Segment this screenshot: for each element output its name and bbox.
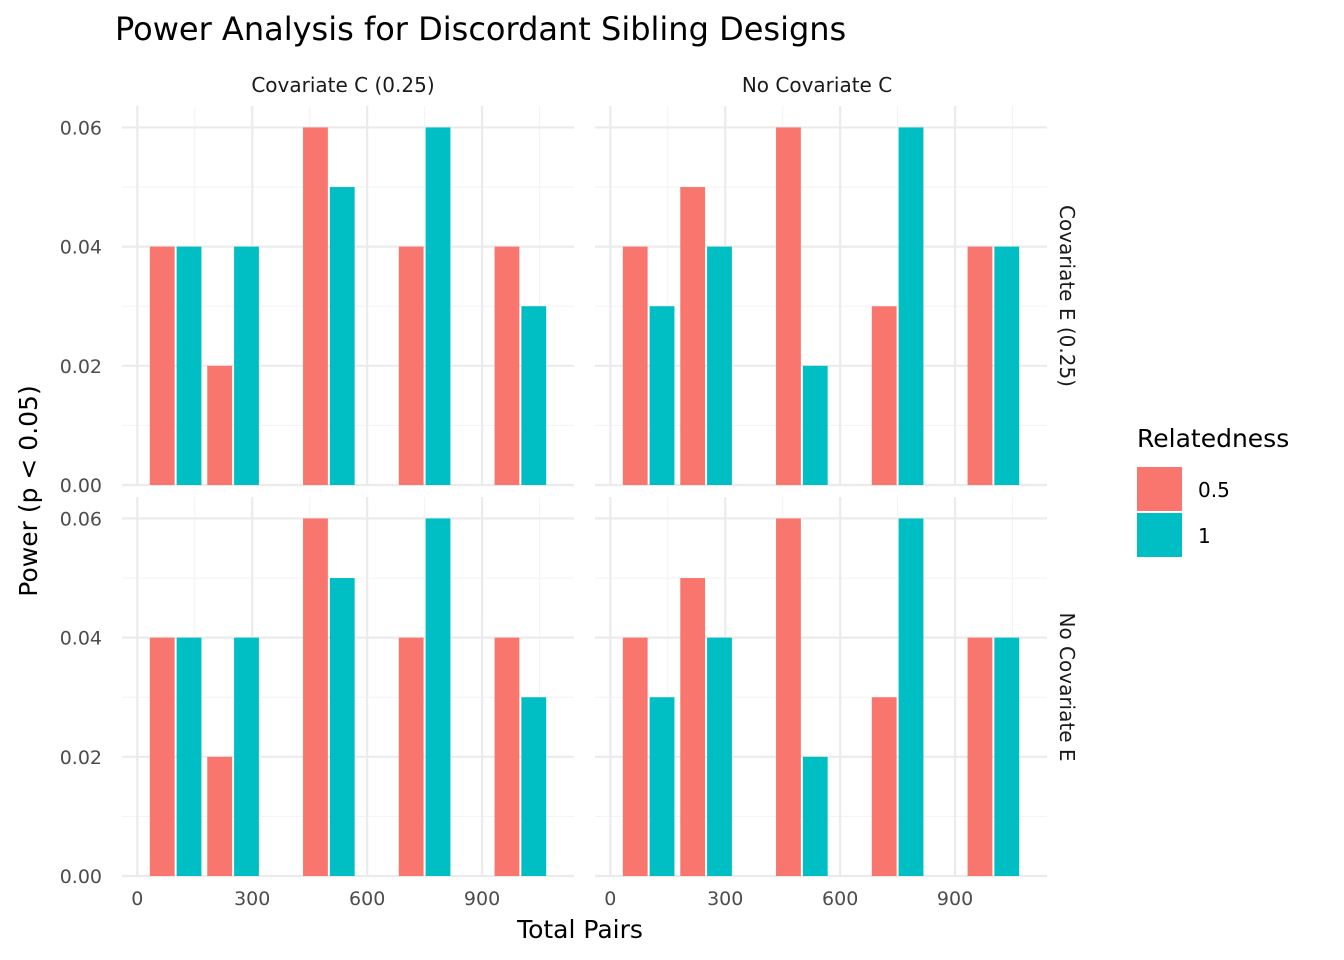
- x-tick-label: 600: [349, 888, 385, 910]
- x-tick-label: 0: [604, 888, 616, 910]
- bar-relatedness-1-x250: [707, 246, 732, 485]
- x-tick-label: 300: [234, 888, 270, 910]
- panel-r1-c0: 0.00 0.02 0.04 0.06 0 300 600 900: [60, 497, 574, 910]
- x-axis-title: Total Pairs: [516, 915, 643, 944]
- bar-relatedness-0-5-x500: [776, 518, 801, 876]
- y-tick-label: 0.04: [60, 237, 102, 259]
- bar-relatedness-1-x250: [234, 246, 259, 485]
- x-tick-label: 0: [131, 888, 143, 910]
- panel-r0-c0: 0.00 0.02 0.04 0.06: [60, 106, 574, 497]
- bar-relatedness-1-x1000: [521, 697, 547, 876]
- bar-relatedness-1-x500: [329, 187, 355, 486]
- legend-label-1: 1: [1198, 524, 1211, 548]
- x-tick-label: 900: [464, 888, 500, 910]
- bar-relatedness-0-5-x100: [622, 637, 648, 876]
- x-tick-label: 300: [707, 888, 743, 910]
- bar-relatedness-0-5-x1000: [967, 246, 993, 485]
- x-tick-label: 600: [822, 888, 858, 910]
- bar-relatedness-1-x500: [802, 365, 828, 485]
- y-tick-label: 0.02: [60, 356, 102, 378]
- bar-relatedness-1-x500: [802, 756, 828, 876]
- bar-relatedness-1-x750: [425, 518, 451, 876]
- bar-relatedness-1-x750: [898, 518, 924, 876]
- bar-relatedness-0-5-x750: [871, 306, 897, 485]
- column-strip-no-covariate-c: No Covariate C: [742, 73, 892, 97]
- legend-label-0-5: 0.5: [1198, 478, 1230, 502]
- bar-relatedness-0-5-x500: [776, 127, 801, 486]
- x-tick-label: 900: [937, 888, 973, 910]
- bar-relatedness-0-5-x750: [871, 697, 897, 876]
- facet-panels: 0.00 0.02 0.04 0.06 0.00 0.02 0.04 0.06 0 300 600 9…: [60, 106, 1047, 910]
- chart-title: Power Analysis for Discordant Sibling De…: [115, 10, 846, 48]
- bar-relatedness-1-x750: [425, 127, 451, 486]
- bar-relatedness-1-x1000: [994, 637, 1020, 876]
- bar-relatedness-1-x500: [329, 578, 355, 876]
- bar-relatedness-0-5-x750: [398, 637, 424, 876]
- bar-relatedness-0-5-x750: [398, 246, 424, 485]
- bar-relatedness-1-x100: [649, 306, 675, 485]
- y-tick-label: 0.00: [60, 475, 102, 497]
- bar-relatedness-0-5-x250: [207, 365, 233, 485]
- y-tick-label: 0.00: [60, 866, 102, 888]
- bar-relatedness-0-5-x100: [149, 246, 175, 485]
- y-axis-title: Power (p < 0.05): [14, 385, 43, 596]
- bar-relatedness-1-x1000: [521, 306, 547, 485]
- bar-relatedness-0-5-x1000: [494, 637, 520, 876]
- y-tick-label: 0.04: [60, 628, 102, 650]
- bar-relatedness-0-5-x100: [622, 246, 648, 485]
- panel-r1-c1: 0 300 600 900: [595, 497, 1047, 910]
- row-strip-no-covariate-e: No Covariate E: [1055, 612, 1079, 761]
- row-strip-covariate-e: Covariate E (0.25): [1055, 205, 1079, 387]
- bar-relatedness-0-5-x1000: [967, 637, 993, 876]
- bar-relatedness-0-5-x1000: [494, 246, 520, 485]
- bar-relatedness-0-5-x250: [680, 578, 706, 876]
- bar-relatedness-1-x250: [707, 637, 732, 876]
- bar-relatedness-0-5-x250: [207, 756, 233, 876]
- y-tick-label: 0.06: [60, 508, 102, 530]
- bar-relatedness-0-5-x250: [680, 187, 706, 486]
- legend-key-1: [1137, 513, 1182, 557]
- legend-title: Relatedness: [1137, 424, 1289, 453]
- bar-relatedness-1-x1000: [994, 246, 1020, 485]
- bar-relatedness-1-x100: [176, 637, 202, 876]
- legend: Relatedness 0.5 1: [1137, 424, 1289, 557]
- panel-r0-c1: [595, 106, 1047, 487]
- y-tick-label: 0.02: [60, 747, 102, 769]
- bar-relatedness-1-x250: [234, 637, 259, 876]
- bar-relatedness-1-x750: [898, 127, 924, 486]
- bar-relatedness-0-5-x500: [303, 518, 328, 876]
- bar-relatedness-1-x100: [176, 246, 202, 485]
- bar-relatedness-1-x100: [649, 697, 675, 876]
- bar-relatedness-0-5-x500: [303, 127, 328, 486]
- legend-key-0-5: [1137, 467, 1182, 511]
- y-tick-label: 0.06: [60, 117, 102, 139]
- bar-relatedness-0-5-x100: [149, 637, 175, 876]
- column-strip-covariate-c: Covariate C (0.25): [251, 73, 434, 97]
